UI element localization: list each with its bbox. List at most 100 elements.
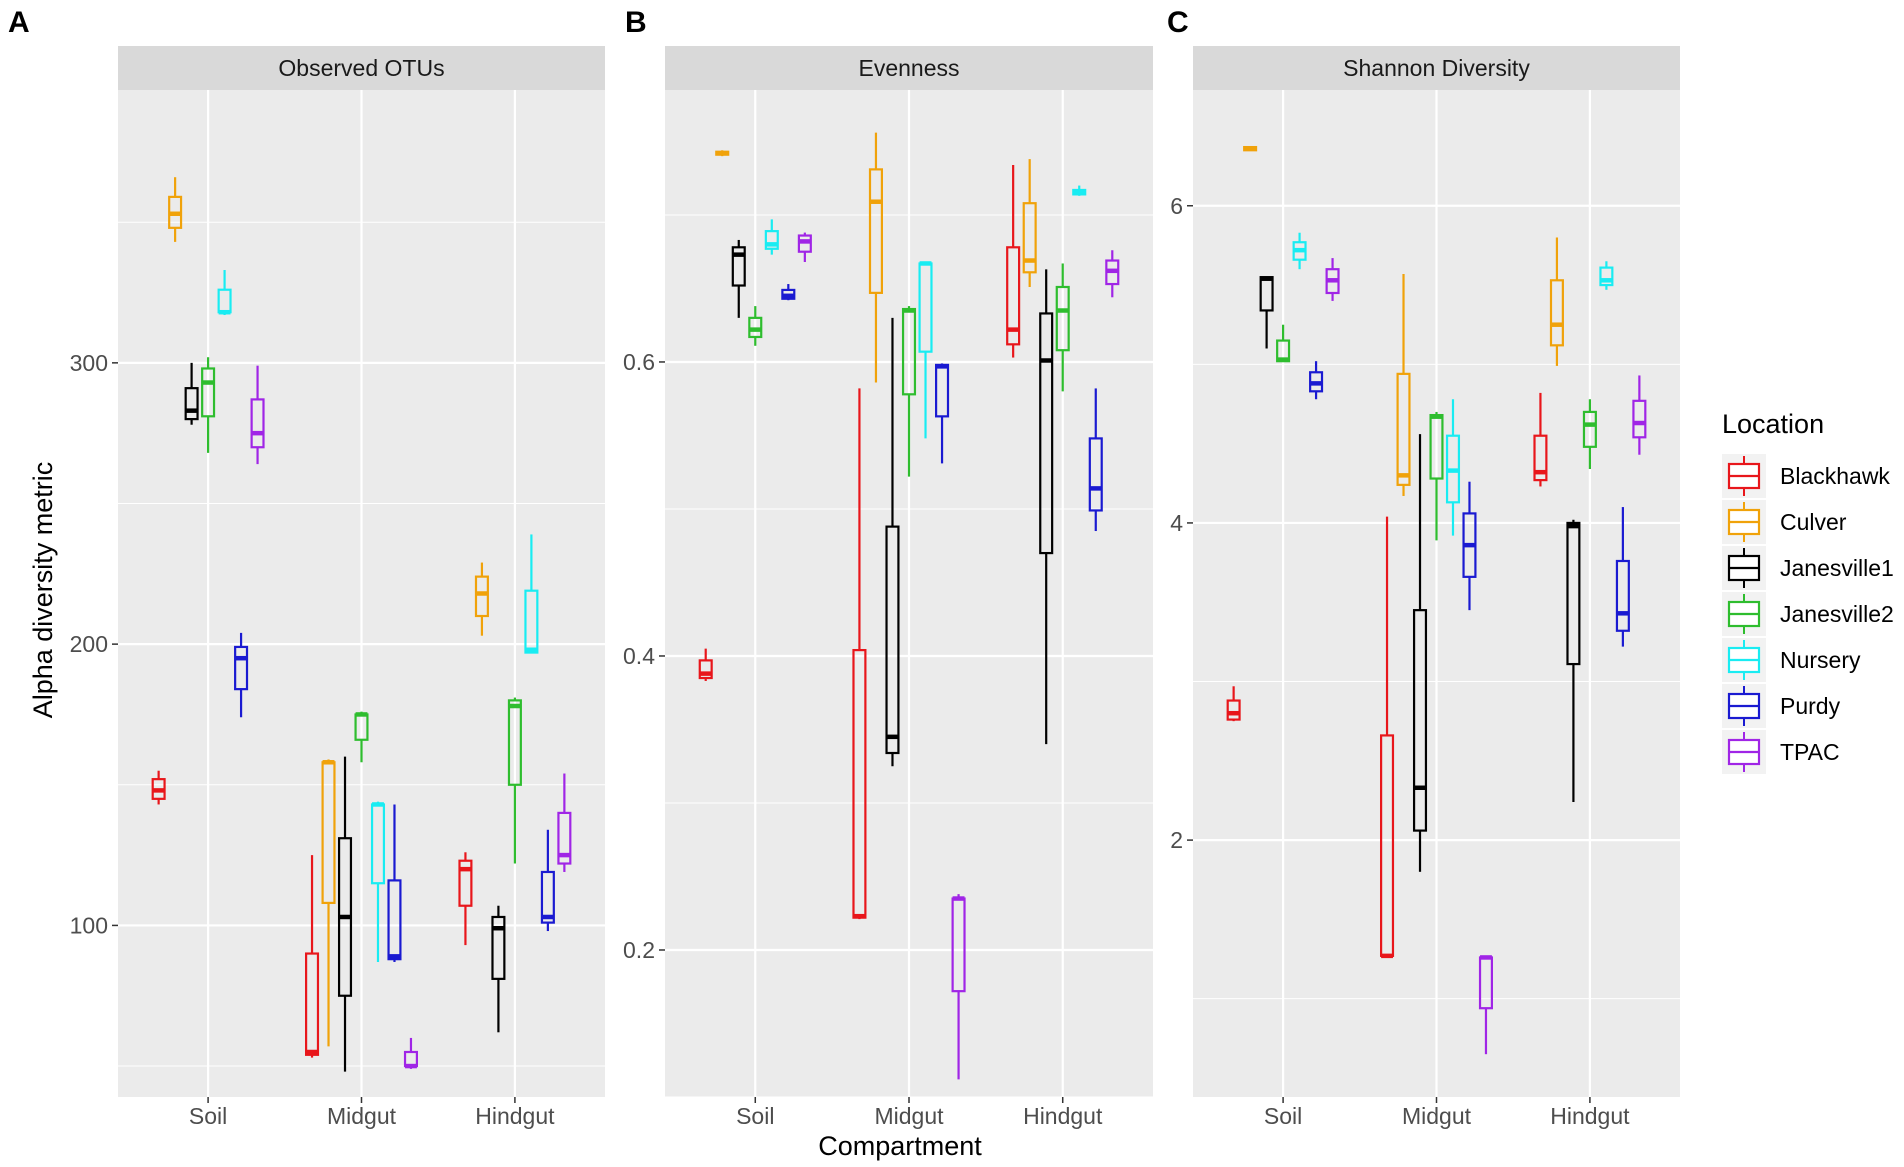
box-janesville2-soil <box>748 306 763 346</box>
legend-item-blackhawk: Blackhawk <box>1722 454 1890 498</box>
box-nursery-soil <box>764 219 779 255</box>
box-janesville2-hindgut <box>1582 399 1597 470</box>
panel-letter-c: C <box>1167 6 1189 39</box>
y-axis-title: Alpha diversity metric <box>28 462 58 719</box>
box-iqr <box>1006 246 1021 346</box>
box-iqr <box>1533 434 1548 482</box>
box-nursery-midgut <box>1445 399 1461 536</box>
box-iqr <box>184 387 199 421</box>
box-nursery-midgut <box>918 261 933 439</box>
legend-label: Janesville1 <box>1780 555 1894 581</box>
box-janesville2-hindgut <box>1055 263 1070 392</box>
box-janesville1-hindgut <box>1566 519 1581 803</box>
box-iqr <box>698 659 713 680</box>
legend-item-janesville1: Janesville1 <box>1722 546 1894 590</box>
legend-item-purdy: Purdy <box>1722 684 1841 728</box>
box-culver-hindgut <box>1022 159 1037 287</box>
box-tpac-hindgut <box>1632 375 1647 455</box>
box-janesville1-hindgut <box>1039 269 1054 745</box>
x-tick-label: Midgut <box>327 1103 397 1129</box>
y-tick-label: 0.2 <box>623 937 655 963</box>
x-tick-label: Midgut <box>1402 1103 1472 1129</box>
box-blackhawk-hindgut <box>1533 392 1548 487</box>
box-janesville2-hindgut <box>507 697 522 864</box>
box-purdy-hindgut <box>1088 388 1103 532</box>
y-tick-label: 4 <box>1170 510 1183 536</box>
x-tick-label: Soil <box>189 1103 227 1129</box>
box-blackhawk-hindgut <box>1006 164 1021 358</box>
box-janesville1-soil <box>184 362 199 425</box>
x-tick-label: Soil <box>1264 1103 1302 1129</box>
box-iqr <box>234 645 249 691</box>
box-nursery-hindgut <box>524 534 539 654</box>
box-iqr <box>304 952 320 1056</box>
legend-label: TPAC <box>1780 739 1840 765</box>
legend-label: Purdy <box>1780 693 1841 719</box>
box-iqr <box>1022 202 1037 274</box>
legend: Location Blackhawk Culver Janesville1 Janes… <box>1722 409 1894 774</box>
box-blackhawk-soil <box>151 770 166 805</box>
box-tpac-midgut <box>1478 955 1494 1055</box>
box-iqr <box>1632 399 1647 439</box>
box-iqr <box>731 246 746 287</box>
box-purdy-soil <box>1309 361 1324 400</box>
box-culver-midgut <box>321 759 336 1047</box>
x-tick-label: Hindgut <box>1550 1103 1630 1129</box>
box-iqr <box>524 589 539 654</box>
box-iqr <box>458 859 473 907</box>
box-janesville1-hindgut <box>491 905 506 1033</box>
box-iqr <box>540 870 555 924</box>
panel-c: Shannon Diversity 2 4 6 Soil Midgut Hindgut <box>1170 46 1680 1129</box>
box-culver-soil <box>715 150 730 157</box>
box-blackhawk-midgut <box>1379 516 1395 959</box>
box-tpac-hindgut <box>1105 250 1120 298</box>
box-iqr <box>1039 312 1054 555</box>
panel-b: Evenness 0.2 0.4 0.6 Soil Midgut Hindgut <box>623 46 1153 1129</box>
box-culver-midgut <box>1396 273 1411 496</box>
box-blackhawk-midgut <box>852 388 867 920</box>
box-tpac-soil <box>797 232 812 262</box>
box-purdy-midgut <box>387 804 402 962</box>
box-janesville1-midgut <box>1412 434 1428 872</box>
box-purdy-hindgut <box>1615 507 1630 647</box>
box-iqr <box>764 230 779 250</box>
box-iqr <box>1412 609 1428 832</box>
box-blackhawk-midgut <box>304 855 320 1058</box>
box-iqr <box>885 525 900 755</box>
x-tick-label: Hindgut <box>475 1103 555 1129</box>
y-tick-label: 300 <box>70 350 108 376</box>
strip-title: Observed OTUs <box>278 55 444 81</box>
box-nursery-soil <box>1292 232 1307 270</box>
legend-title: Location <box>1722 409 1824 439</box>
strip-title: Evenness <box>858 55 959 81</box>
box-janesville1-midgut <box>337 756 353 1072</box>
box-purdy-midgut <box>934 363 950 464</box>
box-iqr <box>491 915 506 980</box>
y-tick-label: 0.4 <box>623 643 655 669</box>
box-janesville2-midgut <box>354 711 369 763</box>
box-purdy-soil <box>781 284 796 301</box>
box-nursery-hindgut <box>1599 261 1614 290</box>
box-janesville2-soil <box>1276 324 1291 363</box>
box-iqr <box>387 879 402 961</box>
box-purdy-midgut <box>1462 481 1477 611</box>
box-iqr <box>868 168 884 294</box>
box-iqr <box>1599 266 1614 287</box>
strip-background <box>118 46 605 90</box>
box-tpac-midgut <box>403 1037 419 1069</box>
strip-background <box>1193 46 1680 90</box>
legend-label: Blackhawk <box>1780 463 1890 489</box>
y-tick-label: 0.6 <box>623 349 655 375</box>
box-janesville2-soil <box>201 357 216 453</box>
box-nursery-soil <box>217 270 232 316</box>
panel-letter-a: A <box>8 6 30 39</box>
box-nursery-midgut <box>370 801 386 962</box>
box-janesville2-midgut <box>1429 411 1444 541</box>
x-tick-label: Midgut <box>874 1103 944 1129</box>
box-culver-soil <box>168 177 183 242</box>
box-nursery-hindgut <box>1072 185 1087 196</box>
y-tick-label: 100 <box>70 912 108 938</box>
box-iqr <box>201 367 216 418</box>
box-iqr <box>474 575 489 618</box>
